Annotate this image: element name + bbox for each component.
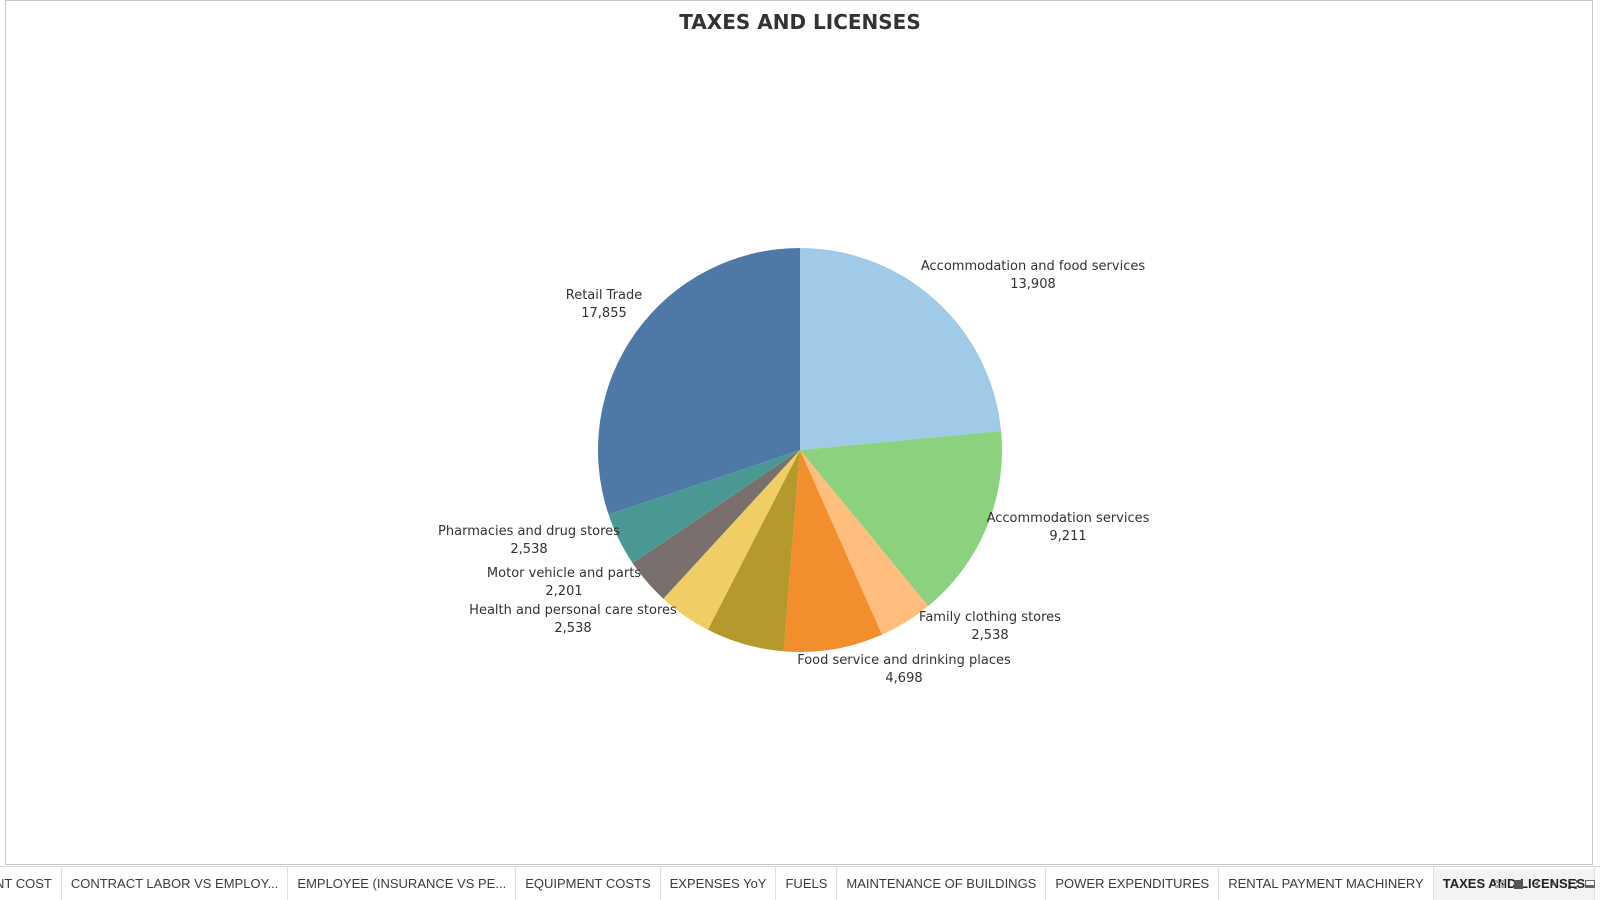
sheet-tabs: NT COST CONTRACT LABOR VS EMPLOY... EMPLOY… — [0, 867, 1596, 900]
pie-slice-family-clothing-stores[interactable] — [800, 450, 929, 635]
slice-label: Accommodation services — [987, 511, 1150, 526]
slice-value-label: 17,855 — [581, 306, 627, 321]
slice-value-label: 2,538 — [971, 628, 1008, 643]
single-view-icon[interactable] — [1512, 878, 1524, 890]
slice-label: Family clothing stores — [919, 610, 1061, 625]
tab-nt-cost[interactable]: NT COST — [0, 867, 62, 900]
tab-maintenance-of-buildings[interactable]: MAINTENANCE OF BUILDINGS — [837, 867, 1047, 900]
grid-view-icon[interactable] — [1494, 878, 1506, 890]
tab-power-expenditures[interactable]: POWER EXPENDITURES — [1046, 867, 1220, 900]
tab-controls: ◂ ▸ — [1494, 867, 1596, 900]
slice-label: Pharmacies and drug stores — [438, 524, 620, 539]
present-icon[interactable] — [1584, 878, 1596, 890]
chart-title: TAXES AND LICENSES — [679, 10, 921, 34]
slice-value-label: 9,211 — [1049, 529, 1086, 544]
pie-chart: Accommodation and food services 13,908 Acc… — [438, 248, 1150, 686]
prev-icon[interactable]: ◂ — [1533, 879, 1539, 889]
slice-value-label: 2,538 — [510, 542, 547, 557]
tab-contract-labor-vs-employ[interactable]: CONTRACT LABOR VS EMPLOY... — [62, 867, 289, 900]
pie-slice-unlabeled-4[interactable] — [707, 450, 800, 652]
slice-label: Food service and drinking places — [797, 653, 1011, 668]
pie-slice-retail-trade[interactable] — [597, 248, 800, 515]
tab-rental-payment-machinery[interactable]: RENTAL PAYMENT MACHINERY — [1219, 867, 1434, 900]
slice-value-label: 2,538 — [554, 621, 591, 636]
tab-equipment-costs[interactable]: EQUIPMENT COSTS — [516, 867, 661, 900]
sheet-tab-bar: NT COST CONTRACT LABOR VS EMPLOY... EMPLOY… — [0, 866, 1600, 900]
next-icon[interactable]: ▸ — [1551, 879, 1557, 889]
slice-label: Accommodation and food services — [921, 259, 1145, 274]
pie-slice-accommodation-and-food-services[interactable] — [800, 248, 1002, 450]
tab-expenses-yoy[interactable]: EXPENSES YoY — [661, 867, 777, 900]
tab-employee-insurance-vs-pe[interactable]: EMPLOYEE (INSURANCE VS PE... — [288, 867, 517, 900]
slice-value-label: 4,698 — [885, 671, 922, 686]
slice-label: Motor vehicle and parts — [487, 566, 641, 581]
pie-slice-pharmacies-and-drug-stores[interactable] — [608, 450, 800, 564]
tab-fuels[interactable]: FUELS — [776, 867, 838, 900]
pie-slice-motor-vehicle-and-parts[interactable] — [632, 450, 800, 599]
pie-slice-health-and-personal-care-stores[interactable] — [663, 450, 800, 630]
slice-value-label: 13,908 — [1010, 277, 1056, 292]
slice-value-label: 2,201 — [545, 584, 582, 599]
fullscreen-icon[interactable] — [1566, 878, 1578, 890]
slice-label: Retail Trade — [566, 288, 642, 303]
pie-slice-accommodation-services[interactable] — [800, 430, 1002, 607]
pie-slice-food-service-and-drinking-places[interactable] — [783, 450, 882, 653]
slice-label: Health and personal care stores — [469, 603, 677, 618]
